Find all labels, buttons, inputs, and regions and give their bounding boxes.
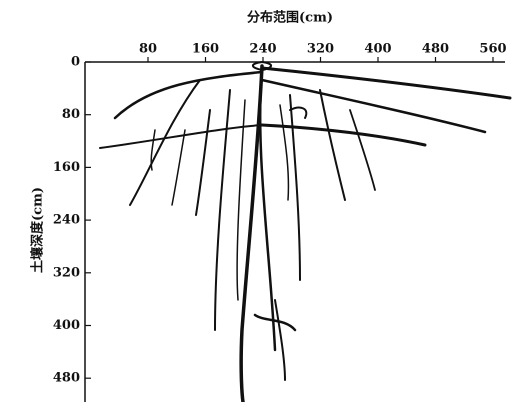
y-axis-label: 土壤深度(cm) xyxy=(30,187,46,273)
y-tick-label: 320 xyxy=(53,265,80,280)
y-tick-label: 240 xyxy=(53,213,80,228)
y-tick-label: 160 xyxy=(53,160,80,175)
root-distribution-figure: 分布范围(cm) 土壤深度(cm) 80 160 240 320 400 480 560 0 8… xyxy=(0,0,515,402)
x-tick-label: 400 xyxy=(364,42,391,57)
y-tick-label: 0 xyxy=(71,55,80,70)
x-tick-label: 320 xyxy=(307,42,334,57)
root-system xyxy=(100,62,510,402)
y-tick-label: 400 xyxy=(53,318,80,333)
x-tick-label: 560 xyxy=(479,42,506,57)
x-tick-label: 240 xyxy=(249,42,276,57)
y-tick-label: 480 xyxy=(53,371,80,386)
y-tick-label: 80 xyxy=(62,107,80,122)
x-tick-label: 80 xyxy=(139,42,157,57)
x-tick-label: 480 xyxy=(422,42,449,57)
x-tick-label: 160 xyxy=(192,42,219,57)
x-axis-label: 分布范围(cm) xyxy=(247,10,333,26)
